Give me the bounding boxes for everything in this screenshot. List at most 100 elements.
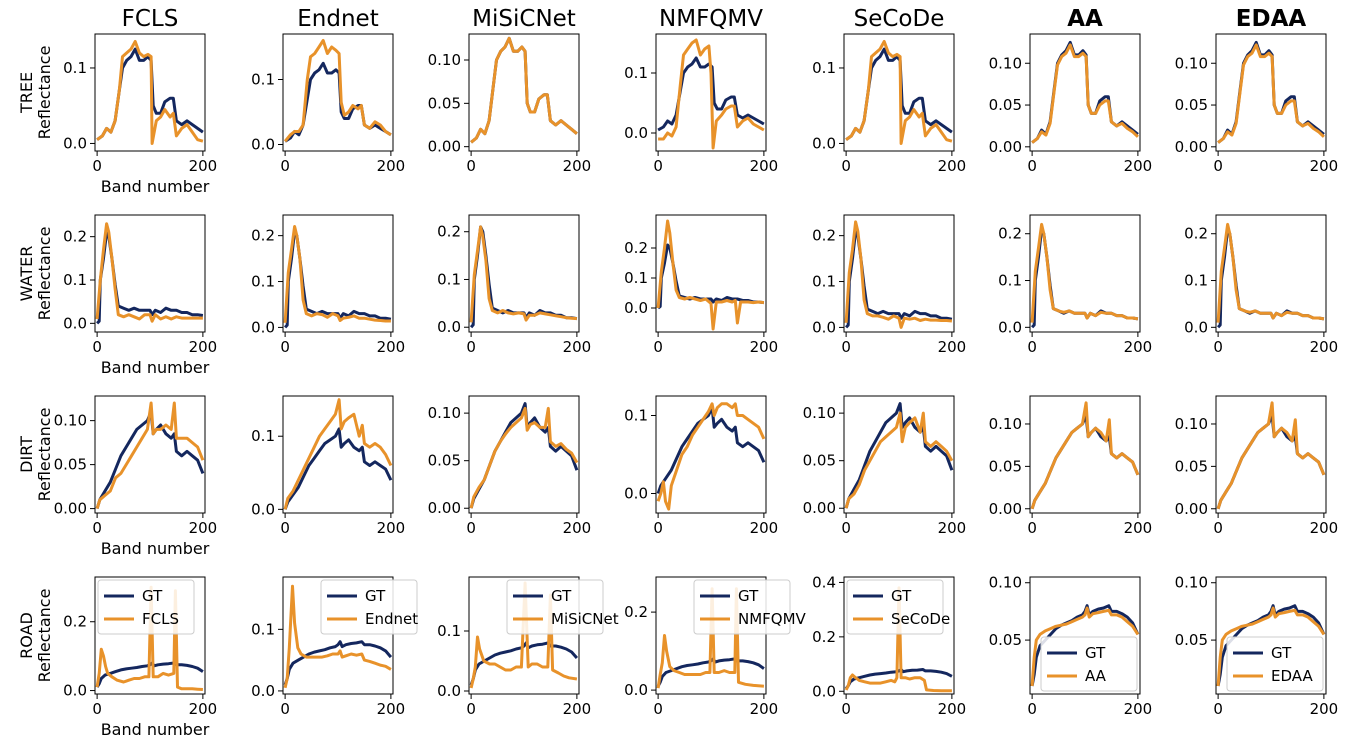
legend-entry-gt: GT [365,587,386,605]
y-tick-label: 0.0 [251,136,275,154]
subplot: 0 200 0.00 0.05 0.10 [989,395,1152,537]
series-line-estimate [844,586,952,693]
plot-frame [843,395,955,514]
x-tick-label: 0 [653,338,663,356]
row-name: WATER [17,246,36,302]
column-title: NMFQMV [659,6,763,32]
y-tick-label: 0.05 [428,452,461,470]
y-tick-label: 0.10 [1175,54,1208,72]
y-tick-label: 0.05 [803,452,836,470]
series-line-estimate [283,225,391,323]
x-tick-label: 200 [938,700,967,718]
x-tick-label: 0 [92,519,102,537]
x-tick-label: 0 [653,700,663,718]
subplot: 0 200 0.0 0.1 GT Endnet [251,576,418,718]
row-label: TREE Reflectance [17,46,54,140]
plot-frame [282,33,394,152]
series-line-gt [1030,414,1140,510]
subplot: 0 200 0.0 0.2 0.4 GT SeCoDe [812,573,966,718]
y-tick-label: 0.00 [803,499,836,517]
x-tick-label: 0 [280,338,290,356]
y-tick-label: 0.1 [624,407,648,425]
legend-entry-gt: GT [551,587,572,605]
x-tick-label: 200 [750,700,779,718]
y-tick-label: 0.05 [1175,457,1208,475]
legend: GT SeCoDe [846,579,950,635]
subplot: 0 200 0.0 0.1 0.2 [624,214,778,356]
y-tick-label: 0.00 [989,500,1022,518]
series-line-estimate [1216,606,1326,687]
legend-entry-method: FCLS [142,610,179,628]
y-tick-label: 0.0 [251,682,275,700]
series-line-gt [844,668,953,690]
x-tick-label: 200 [938,519,967,537]
plot-frame [843,576,955,695]
legend-entry-method: AA [1085,667,1107,685]
plot-frame [94,33,206,152]
y-tick-label: 0.0 [624,681,648,699]
y-axis-label: Reflectance [35,589,54,683]
plot-frame [468,576,580,695]
subplot: 0 200 0.0 0.1 [251,395,405,537]
y-tick-label: 0.2 [998,225,1022,243]
x-tick-label: 0 [1027,700,1037,718]
plot-frame [843,33,955,152]
y-tick-label: 0.1 [251,273,275,291]
y-tick-label: 0.05 [989,631,1022,649]
y-tick-label: 0.10 [989,574,1022,592]
series-line-estimate [469,581,578,689]
legend-entry-gt: GT [891,587,912,605]
y-tick-label: 0.0 [812,318,836,336]
plot-frame [1215,33,1327,152]
x-tick-label: 200 [938,338,967,356]
series-line-estimate [1030,222,1139,323]
y-tick-label: 0.1 [437,622,461,640]
x-tick-label: 200 [563,700,592,718]
x-tick-label: 200 [189,338,218,356]
y-tick-label: 0.2 [63,613,87,631]
legend-entry-method: MiSiCNet [551,610,619,628]
x-tick-label: 200 [1124,700,1153,718]
plot-frame [282,214,394,333]
x-tick-label: 0 [466,519,476,537]
y-tick-label: 0.1 [812,273,836,291]
x-tick-label: 0 [1213,338,1223,356]
x-tick-label: 200 [938,157,967,175]
series-line-gt [656,406,766,494]
series-line-estimate [283,398,393,510]
subplot: 0 200 0.0 0.1 GT MiSiCNet [437,576,619,718]
series-line-estimate [283,584,392,689]
series-line-estimate [656,219,765,331]
x-tick-label: 0 [841,157,851,175]
series-line-estimate [844,411,954,509]
subplot: 0 200 0.0 0.1 [624,33,778,175]
x-tick-label: 200 [377,700,406,718]
series-line-estimate [1216,401,1326,510]
x-tick-label: 0 [841,519,851,537]
subplot: 0 200 0.05 0.10 GT EDAA [1175,574,1339,718]
subplot: 0 200 0.0 0.1 0.2 [998,214,1153,356]
x-tick-label: 0 [92,338,102,356]
legend-entry-method: Endnet [365,610,418,628]
y-tick-label: 0.0 [63,134,87,152]
subplot: 0 200 0.00 0.05 0.10 [428,33,591,175]
x-axis-label: Band number [101,358,210,377]
plot-frame [94,214,206,333]
y-tick-label: 0.2 [1184,225,1208,243]
y-tick-label: 0.0 [624,124,648,142]
y-tick-label: 0.00 [428,499,461,517]
plot-frame [282,576,394,695]
y-tick-label: 0.10 [803,404,836,422]
row-label: WATER Reflectance [17,227,54,321]
x-tick-label: 0 [841,700,851,718]
x-tick-label: 200 [1124,338,1153,356]
y-tick-label: 0.0 [624,299,648,317]
x-tick-label: 0 [1027,519,1037,537]
x-tick-label: 0 [1027,338,1037,356]
subplot: 0 200 0.0 0.1 [812,33,967,175]
column-title: EDAA [1236,6,1307,32]
y-axis-label: Reflectance [35,408,54,502]
plot-frame [282,395,394,514]
x-axis-label: Band number [101,177,210,196]
legend: GT Endnet [320,579,418,635]
